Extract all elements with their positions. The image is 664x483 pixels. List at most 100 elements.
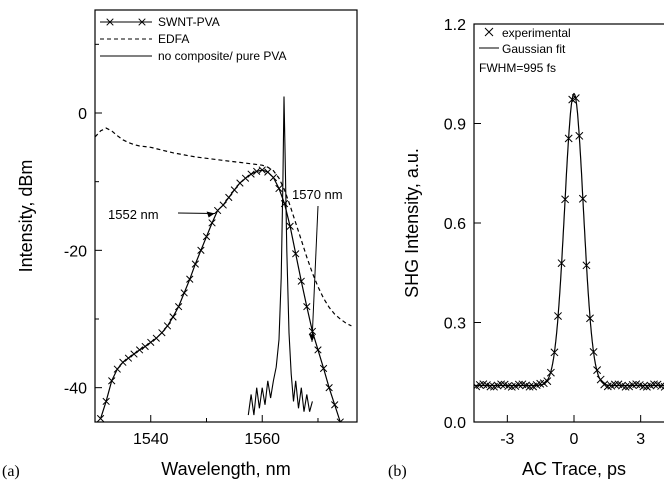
panel-b-experimental-point: [621, 382, 630, 391]
panel-a-swnt-point: [314, 346, 322, 354]
panel-a-swnt-point: [336, 418, 344, 422]
panel-b-xtick-label: 3: [636, 431, 645, 448]
panel-b-experimental-point: [514, 380, 523, 389]
panel-a-ylabel: Intensity, dBm: [16, 160, 36, 273]
panel-a-swnt-point: [219, 201, 227, 209]
panel-a-swnt-point: [113, 365, 121, 373]
panel-b-experimental-point: [650, 380, 658, 389]
panel-b-experimental-point: [497, 380, 506, 389]
panel-a-swnt-point: [264, 168, 272, 176]
panel-a-swnt-point: [269, 173, 278, 182]
panel-b-experimental-point: [582, 261, 591, 270]
panel-b-experimental-point: [546, 368, 555, 377]
panel-b-ytick-label: 0.6: [444, 216, 466, 233]
panel-a-legend-label: EDFA: [158, 32, 189, 46]
panel-a-swnt-point: [174, 302, 183, 311]
panel-b-xtick-label: 0: [570, 431, 579, 448]
panel-a-swnt-point: [191, 260, 199, 268]
panel-a-frame: [94, 9, 358, 423]
panel-b-ytick-label: 1.2: [444, 17, 466, 34]
panel-b-experimental-point: [561, 195, 570, 204]
panel-a-swnt-point: [163, 322, 172, 330]
panel-a-swnt-point: [197, 246, 205, 254]
panel-b-legend-label: experimental: [502, 26, 571, 40]
panel-a: 1540 1560 -40 -20 0 1552 nm 1570 nm SWNT-PVA E…: [2, 9, 358, 480]
panel-a-ticks: 1540 1560 -40 -20 0: [64, 43, 319, 448]
panel-b-fwhm-label: FWHM=995 fs: [479, 61, 556, 75]
panel-a-swnt-point: [186, 275, 194, 283]
panel-b-legend-label: Gaussian fit: [502, 42, 566, 56]
panel-b-series: [474, 92, 664, 391]
panel-b-experimental-point: [550, 348, 559, 357]
panel-b-experimental-point: [543, 377, 552, 386]
annotation-1570nm-arrow: [311, 205, 319, 342]
panel-a-swnt-point: [331, 401, 339, 409]
panel-a-legend: SWNT-PVA EDFA no composite/ pure PVA: [100, 15, 287, 63]
panel-a-swnt-point: [319, 364, 328, 373]
annotation-1552nm: 1552 nm: [108, 207, 159, 222]
panel-a-swnt-point: [253, 167, 261, 176]
panel-a-legend-marker: [106, 18, 114, 26]
annotation-1552nm-arrowhead: [206, 211, 215, 218]
panel-b-xtick-label: -3: [500, 431, 514, 448]
panel-a-swnt-point: [130, 350, 138, 358]
panel-b-experimental-point: [586, 314, 594, 323]
panel-a-series: [95, 96, 352, 422]
panel-a-swnt-point: [236, 179, 244, 187]
panel-a-xlabel: Wavelength, nm: [161, 459, 290, 479]
panel-a-swnt-point: [275, 184, 283, 193]
panel-a-swnt-point: [152, 334, 160, 342]
panel-b-experimental-point: [589, 348, 598, 356]
panel-b-gaussian-fit-line: [474, 92, 664, 387]
annotation-1570nm-arrowhead: [308, 333, 315, 342]
panel-b-experimental-point: [539, 379, 548, 388]
panel-a-legend-marker: [138, 18, 146, 26]
panel-a-swnt-point: [135, 346, 144, 354]
panel-a-swnt-point: [119, 358, 127, 366]
panel-b-experimental-point: [578, 194, 587, 203]
panel-a-swnt-point: [241, 174, 250, 182]
panel-b-ylabel: SHG Intensity, a.u.: [402, 148, 422, 298]
panel-a-ytick-label: 0: [78, 106, 87, 123]
panel-a-swnt-point: [141, 342, 149, 351]
panel-b-frame: [473, 23, 664, 423]
panel-a-xtick-label: 1540: [133, 431, 169, 448]
panel-b-experimental-point: [486, 382, 495, 391]
panel-b-ticks: -3 0 3 0.0 0.3 0.6 0.9 1.2: [444, 17, 645, 448]
panel-b-experimental-point: [660, 382, 664, 391]
panel-a-edfa-line: [95, 127, 352, 327]
panel-b-experimental-point: [557, 259, 566, 268]
panel-a-tag: (a): [2, 463, 20, 480]
panel-b-experimental-point: [575, 131, 584, 140]
panel-a-swnt-point: [158, 329, 166, 337]
panel-b-experimental-point: [596, 375, 605, 384]
panel-b-experimental-point: [639, 382, 648, 391]
panel-b-tag: (b): [388, 463, 407, 480]
panel-b-legend: experimental Gaussian fit: [479, 26, 571, 56]
panel-a-swnt-point: [180, 289, 188, 297]
panel-a-swnt-point: [202, 232, 211, 241]
panel-b-xlabel: AC Trace, ps: [522, 459, 626, 479]
panel-b-experimental-point: [564, 134, 573, 143]
panel-b-experimental-point: [571, 94, 580, 103]
panel-a-swnt-point: [213, 206, 222, 215]
panel-a-swnt-point: [225, 193, 233, 202]
panel-a-swnt-point: [303, 302, 311, 311]
panel-b-experimental-point: [554, 312, 562, 320]
panel-a-annotations: 1552 nm 1570 nm: [108, 187, 343, 342]
panel-b-experimental-point: [525, 382, 534, 391]
panel-b-legend-marker: [484, 27, 494, 37]
panel-b-ytick-label: 0.3: [444, 316, 466, 333]
panel-b-experimental-point: [536, 379, 545, 388]
panel-a-swnt-point: [124, 354, 133, 362]
panel-b-experimental-point: [610, 380, 619, 389]
panel-b-ytick-label: 0.9: [444, 117, 466, 134]
panel-a-swnt-point: [208, 219, 216, 227]
panel-a-swnt-point: [169, 313, 177, 321]
panel-a-swnt-point: [292, 250, 300, 258]
panel-a-swnt-point: [147, 338, 155, 347]
panel-a-swnt-point: [96, 414, 105, 422]
panel-a-legend-label: no composite/ pure PVA: [158, 49, 287, 63]
panel-a-swnt-point: [102, 397, 110, 406]
